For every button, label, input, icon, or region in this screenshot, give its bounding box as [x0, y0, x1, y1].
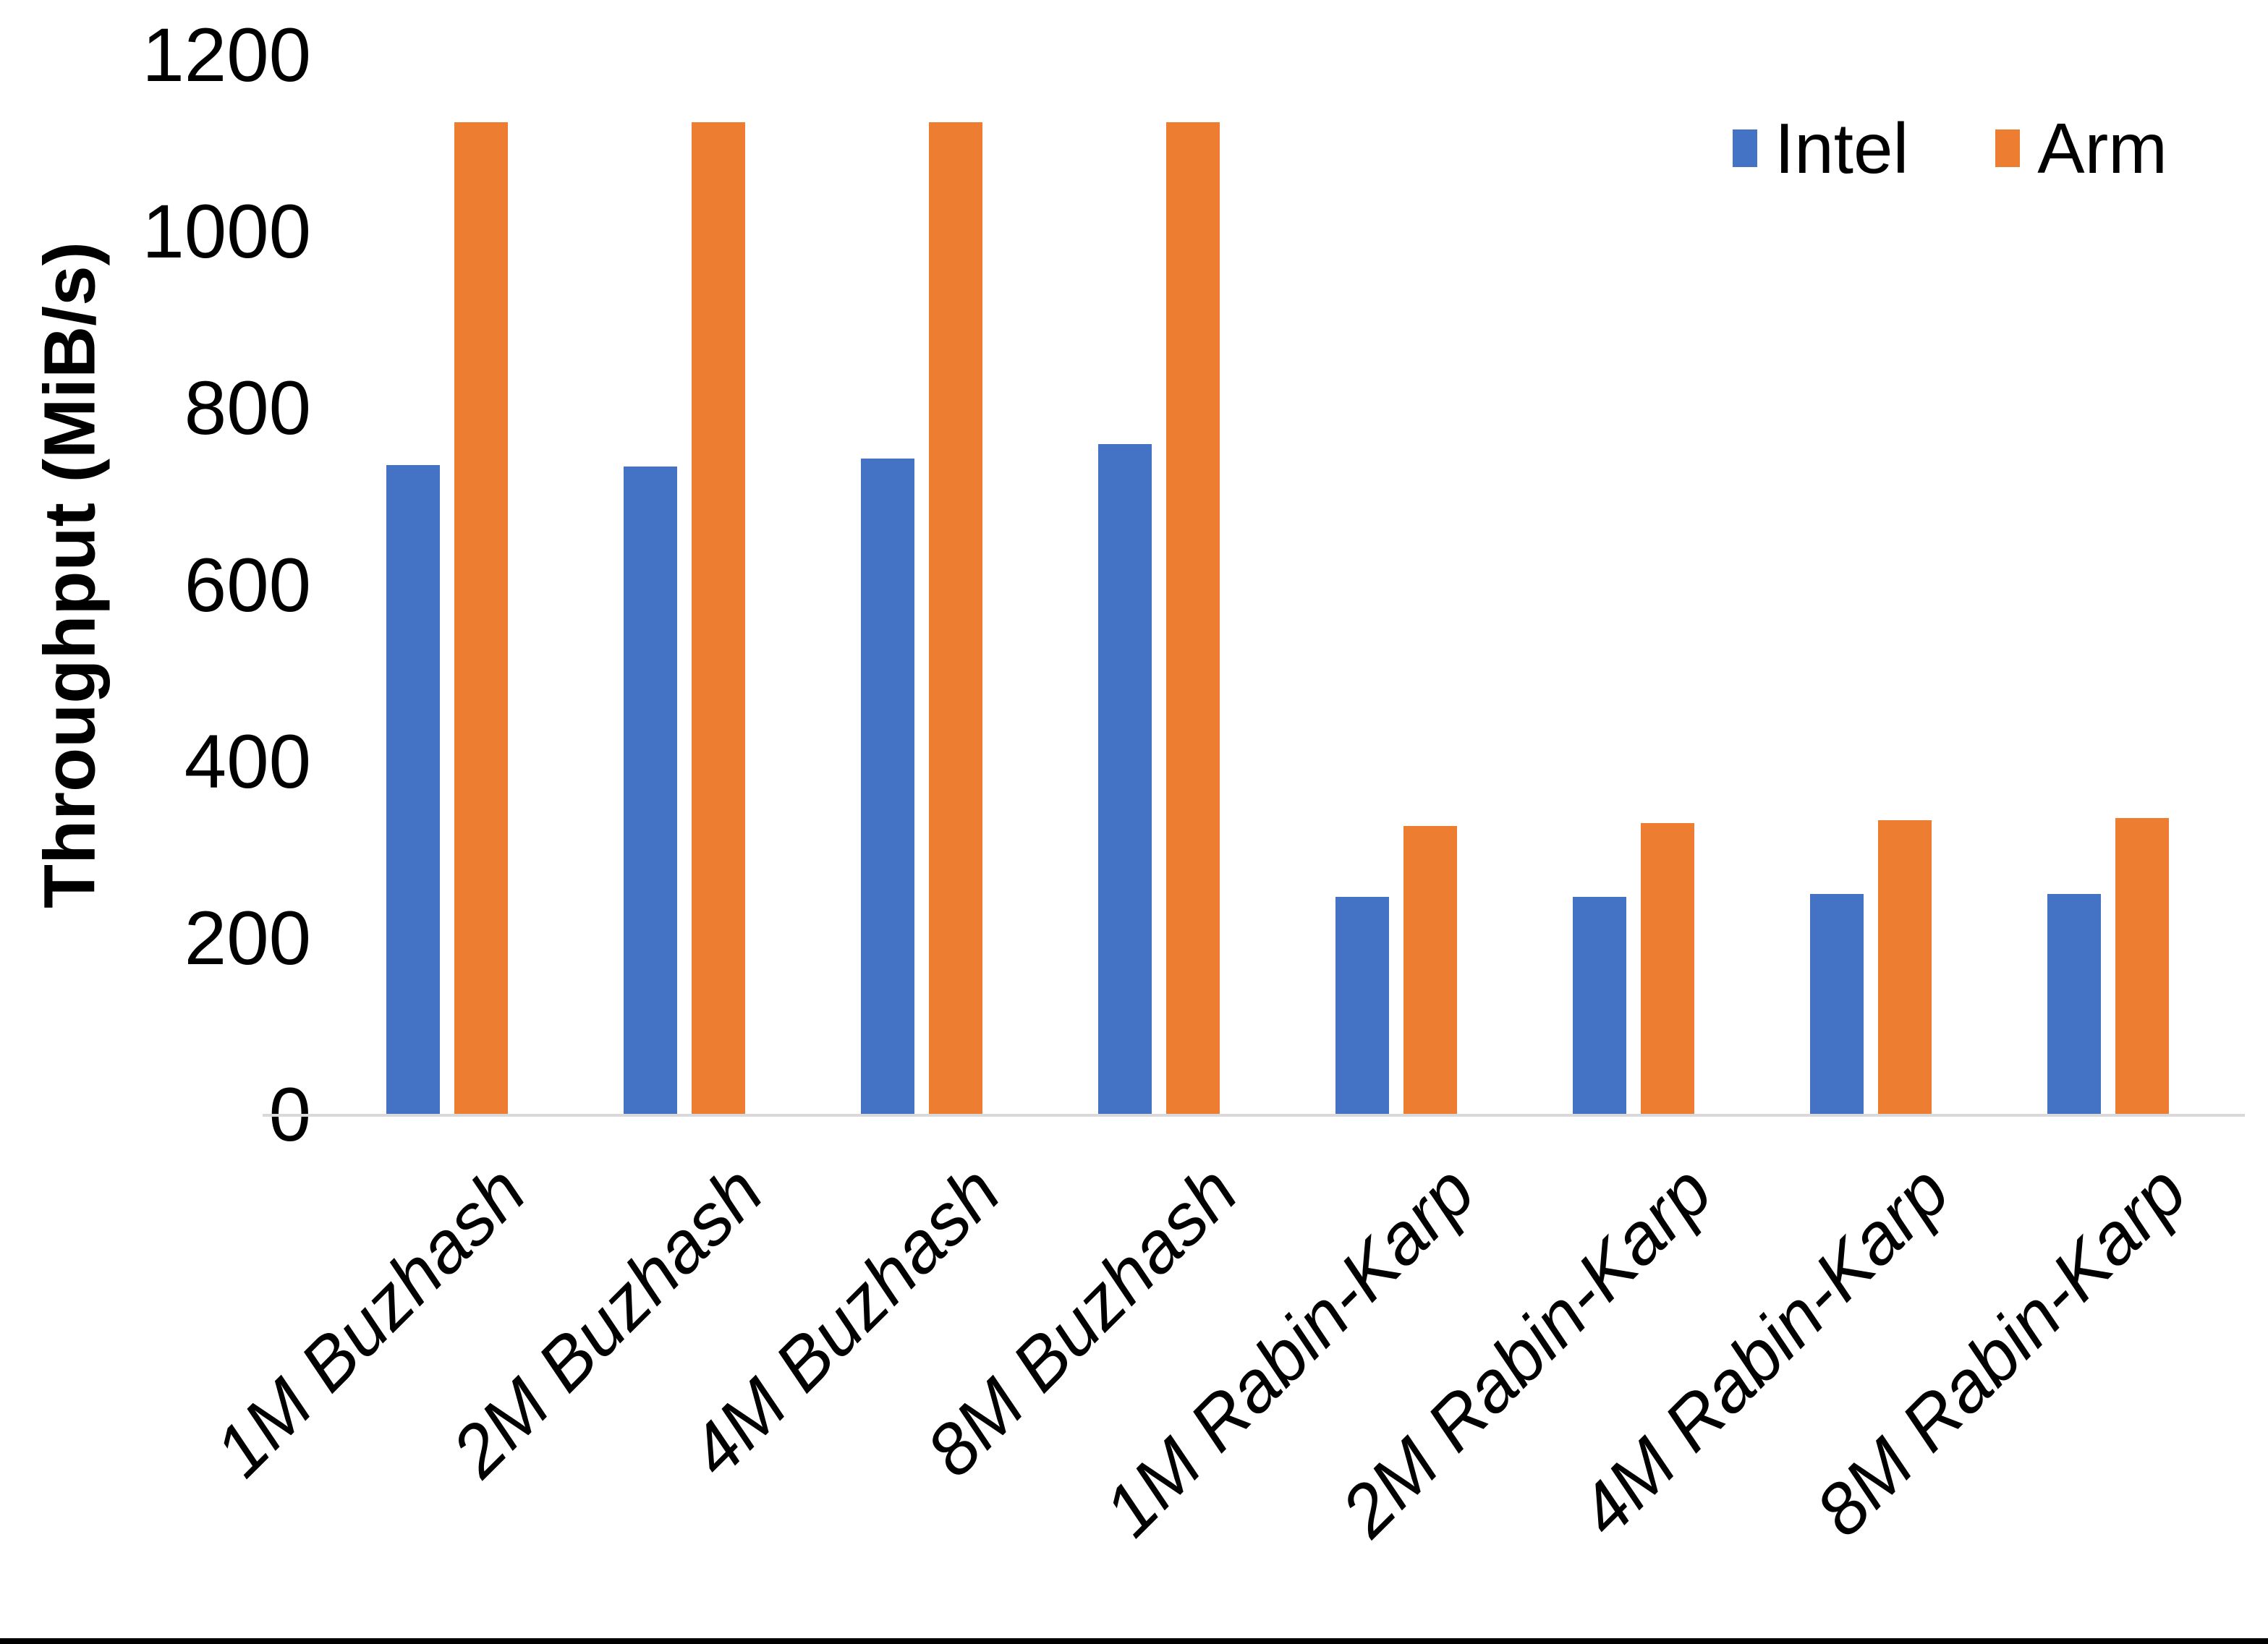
- bar-intel-8m-buzhash: [1097, 444, 1152, 1115]
- bar-intel-2m-rabin-karp: [1572, 897, 1626, 1115]
- y-tick-label-1000: 1000: [142, 189, 311, 275]
- y-tick-label-400: 400: [184, 719, 311, 804]
- bar-arm-2m-buzhash: [691, 122, 745, 1115]
- bar-intel-2m-buzhash: [623, 466, 677, 1115]
- bar-arm-4m-buzhash: [928, 122, 982, 1115]
- arm-series-swatch: [1995, 129, 2021, 167]
- bar-arm-8m-rabin-karp: [2115, 817, 2169, 1115]
- legend-label-arm: Arm: [2037, 108, 2167, 188]
- bar-intel-4m-rabin-karp: [1809, 893, 1864, 1115]
- legend-item-intel: Intel: [1733, 110, 1908, 187]
- bar-intel-4m-buzhash: [860, 458, 914, 1115]
- bar-intel-1m-buzhash: [386, 465, 440, 1115]
- bar-arm-1m-rabin-karp: [1403, 825, 1457, 1115]
- y-tick-label-800: 800: [184, 366, 311, 451]
- bar-arm-4m-rabin-karp: [1877, 820, 1932, 1115]
- bar-arm-2m-rabin-karp: [1640, 822, 1694, 1115]
- y-tick-label-1200: 1200: [142, 13, 311, 98]
- intel-series-swatch: [1733, 129, 1757, 167]
- bar-arm-1m-buzhash: [454, 122, 508, 1115]
- y-tick-label-600: 600: [184, 542, 311, 628]
- bottom-border: [0, 1638, 2268, 1644]
- legend: Intel Arm: [1733, 110, 2167, 187]
- bar-intel-1m-rabin-karp: [1335, 897, 1389, 1115]
- x-axis-line: [263, 1114, 2245, 1117]
- legend-label-intel: Intel: [1775, 108, 1909, 188]
- bar-arm-8m-buzhash: [1165, 122, 1220, 1115]
- bar-intel-8m-rabin-karp: [2047, 893, 2101, 1115]
- y-tick-label-200: 200: [184, 895, 311, 981]
- legend-item-arm: Arm: [1995, 110, 2167, 187]
